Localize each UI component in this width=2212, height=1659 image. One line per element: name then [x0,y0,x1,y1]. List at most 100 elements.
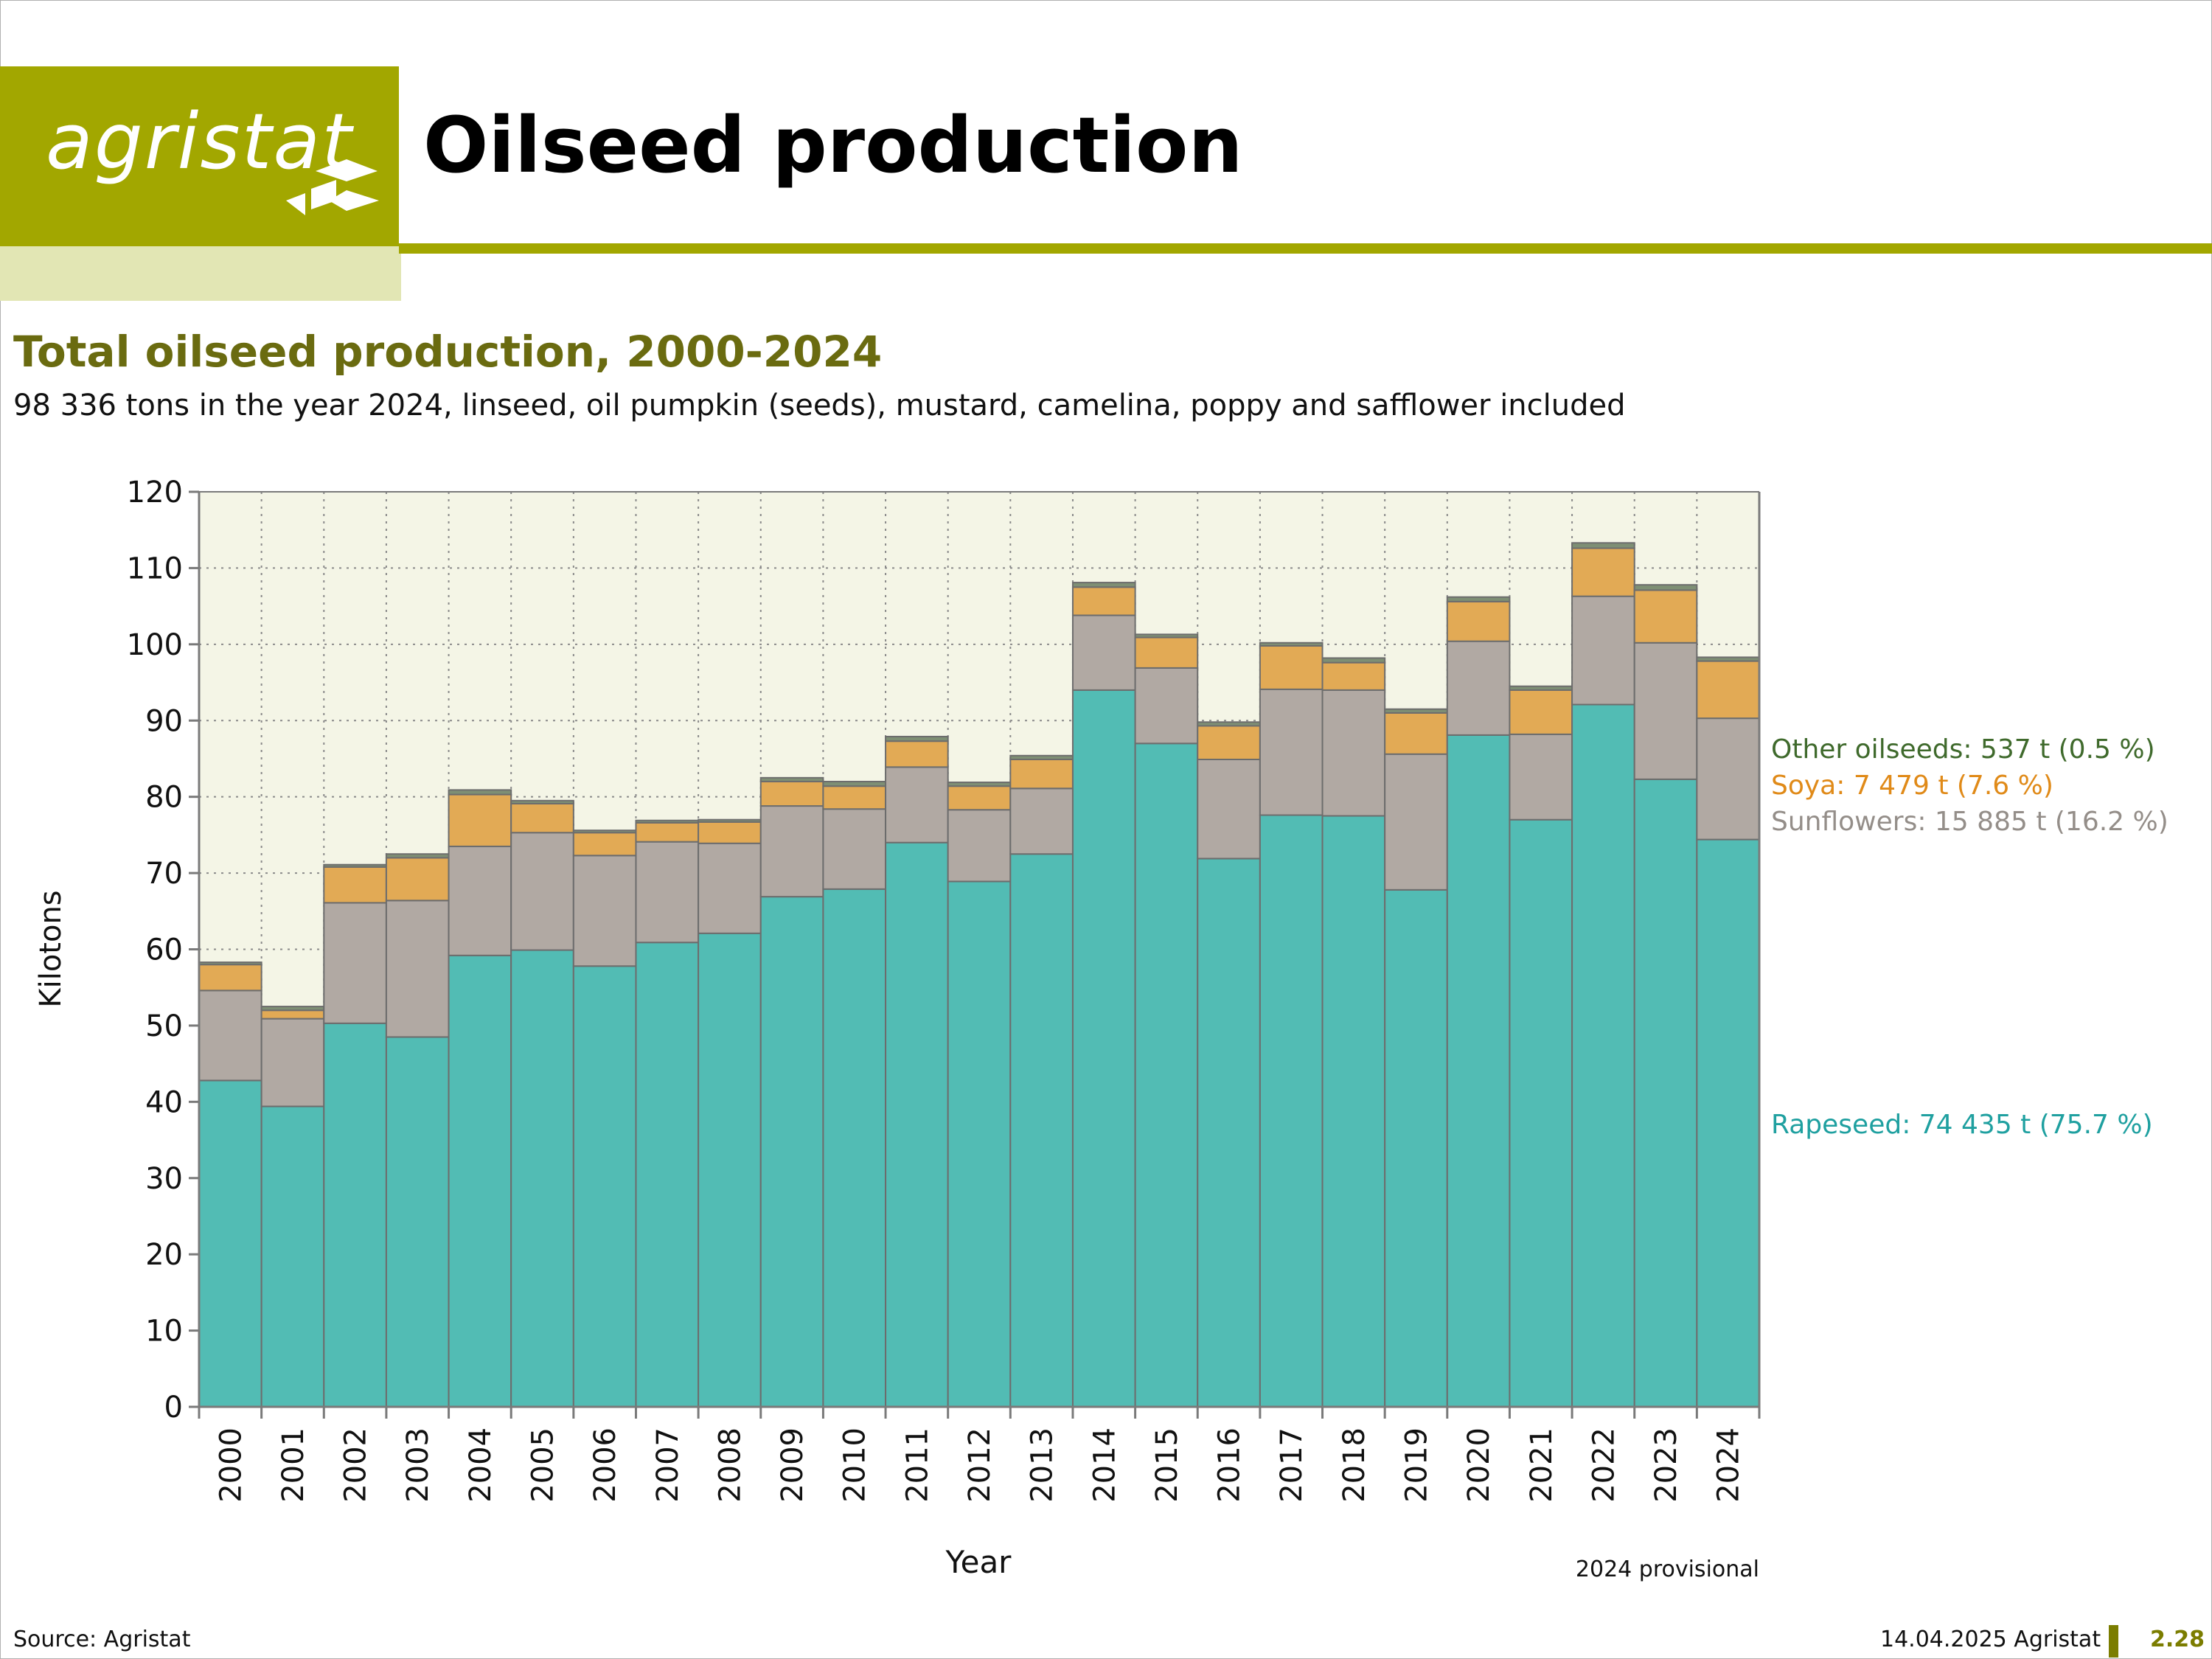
bar-segment-other [947,782,1012,787]
bar-segment-other [448,789,512,796]
bar-segment-soya [1446,600,1511,642]
y-tick-label: 80 [145,781,183,815]
y-tick-label: 0 [164,1391,183,1425]
bar-segment-rapeseed [1009,853,1074,1408]
end-label-rapeseed: Rapeseed: 74 435 t (75.7 %) [1771,1110,2153,1140]
bar-segment-rapeseed [698,932,762,1408]
x-axis-title: Year [945,1544,1012,1580]
bar-segment-rapeseed [1134,742,1199,1408]
bar-segment-other [260,1006,325,1012]
x-tick-label: 2002 [339,1427,373,1503]
bar-segment-rapeseed [1071,689,1136,1408]
bar-segment-other [1696,656,1761,662]
x-tick-label: 2019 [1399,1427,1433,1503]
bar-segment-other [1009,754,1074,760]
y-tick-label: 120 [127,476,183,509]
y-tick-label: 20 [145,1238,183,1272]
bar-segment-sunflowers [1259,688,1324,816]
x-tick-label: 2004 [464,1427,498,1503]
bar-segment-soya [1009,758,1074,790]
bar-segment-sunflowers [1633,641,1698,780]
end-label-sunflowers: Sunflowers: 15 885 t (16.2 %) [1771,807,2168,837]
bar-segment-other [759,776,824,782]
bar-segment-sunflowers [822,808,887,890]
page-title: Oilseed production [423,100,1243,190]
bar-segment-rapeseed [1321,815,1386,1408]
labels-layer: Kilotons Year 2024 provisional Other oil… [34,476,2168,1582]
bar-segment-rapeseed [448,954,512,1408]
bar-segment-rapeseed [885,841,949,1408]
bar-segment-other [572,830,637,834]
provisional-note: 2024 provisional [1576,1557,1759,1582]
bar-segment-soya [635,821,700,843]
x-tick-label: 2023 [1649,1427,1683,1503]
bar-segment-rapeseed [947,880,1012,1408]
footer-bar [2109,1625,2118,1658]
bar-segment-rapeseed [323,1022,387,1408]
chart-title: Total oilseed production, 2000-2024 [13,327,883,377]
bar-segment-rapeseed [1509,818,1573,1408]
bar-segment-rapeseed [260,1105,325,1408]
agristat-logo: agristat [46,97,353,187]
bar-segment-other [698,818,762,823]
x-tick-label: 2013 [1026,1427,1060,1503]
bar-segment-sunflowers [1696,717,1761,841]
bar-segment-soya [572,832,637,857]
bar-segment-sunflowers [1384,753,1448,891]
bar-segment-sunflowers [385,900,450,1038]
bar-segment-rapeseed [635,942,700,1408]
bar-segment-soya [1384,712,1448,755]
bar-segment-soya [448,793,512,847]
x-tick-label: 2005 [526,1427,560,1503]
bar-segment-rapeseed [198,1079,262,1408]
bar-segment-other [1571,542,1635,549]
y-tick-label: 100 [127,628,183,662]
bar-segment-soya [323,866,387,904]
bar-segment-sunflowers [1571,595,1635,706]
y-tick-label: 110 [127,552,183,585]
bar-segment-sunflowers [1009,787,1074,855]
bar-segment-sunflowers [947,809,1012,883]
end-label-soya: Soya: 7 479 t (7.6 %) [1771,771,2053,801]
bar-segment-other [885,735,949,742]
bar-segment-other [1071,582,1136,588]
bar-segment-soya [260,1009,325,1020]
bar-segment-sunflowers [1197,758,1261,860]
chart-subtitle: 98 336 tons in the year 2024, linseed, o… [13,389,1626,422]
bar-segment-rapeseed [822,888,887,1408]
y-tick-label: 10 [145,1315,183,1349]
bar-segment-soya [1509,689,1573,735]
bar-segment-other [1509,685,1573,691]
bar-segment-soya [1321,661,1386,691]
bar-segment-soya [822,785,887,810]
x-tick-label: 2000 [214,1427,248,1503]
bars-layer [198,542,1761,1408]
bar-segment-other [510,799,574,804]
bar-segment-soya [1259,644,1324,690]
x-tick-label: 2006 [588,1427,622,1503]
x-tick-label: 2021 [1525,1427,1559,1503]
bar-segment-sunflowers [510,832,574,951]
axes-layer [189,490,1761,1419]
bar-segment-sunflowers [698,842,762,934]
bar-segment-soya [198,964,262,992]
bar-segment-sunflowers [1509,733,1573,821]
bar-segment-rapeseed [759,896,824,1408]
x-tick-label: 2007 [651,1427,685,1503]
bar-segment-sunflowers [1134,667,1199,745]
bar-segment-other [1633,584,1698,591]
footer-date: 14.04.2025 Agristat [1880,1627,2101,1652]
bar-segment-soya [759,780,824,807]
bar-segment-other [822,780,887,787]
x-tick-label: 2009 [776,1427,810,1503]
y-tick-label: 30 [145,1162,183,1196]
bar-segment-other [1384,708,1448,714]
bar-segment-other [385,853,450,859]
diamond-logo-icon [286,159,379,215]
y-tick-label: 70 [145,857,183,891]
bar-segment-sunflowers [759,805,824,898]
bar-segment-other [1321,657,1386,664]
bar-segment-rapeseed [1696,838,1761,1408]
bar-segment-sunflowers [885,766,949,844]
